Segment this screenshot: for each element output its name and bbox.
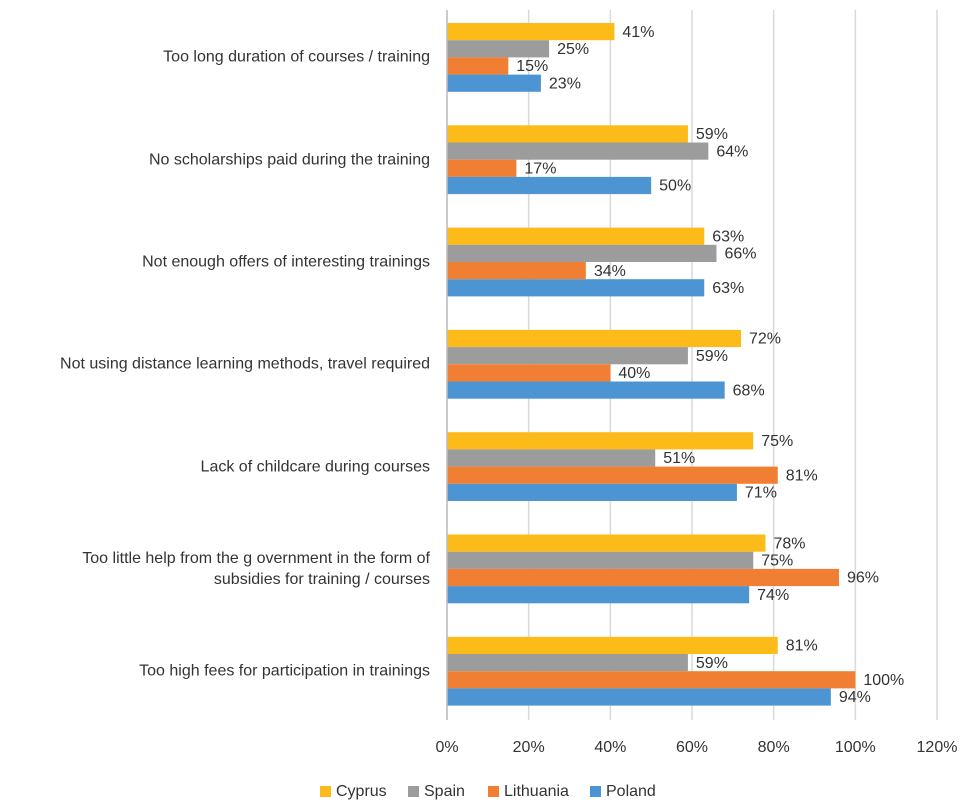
data-label: 59% bbox=[696, 348, 728, 365]
data-label: 81% bbox=[786, 467, 818, 484]
legend-label: Cyprus bbox=[336, 783, 387, 800]
data-label: 63% bbox=[712, 228, 744, 245]
data-label: 59% bbox=[696, 126, 728, 143]
legend-swatch bbox=[590, 786, 601, 797]
bar bbox=[447, 142, 709, 160]
bar bbox=[447, 40, 550, 58]
bar bbox=[447, 654, 688, 672]
y-tick-label: Not enough offers of interesting trainin… bbox=[142, 253, 430, 271]
data-label: 96% bbox=[847, 570, 879, 587]
legend-label: Lithuania bbox=[504, 783, 569, 800]
data-label: 81% bbox=[786, 638, 818, 655]
bar bbox=[447, 671, 856, 689]
data-label: 40% bbox=[618, 365, 650, 382]
bar bbox=[447, 449, 656, 467]
bar bbox=[447, 551, 754, 569]
data-label: 34% bbox=[594, 263, 626, 280]
x-tick-label: 80% bbox=[758, 739, 790, 756]
bar bbox=[447, 586, 750, 604]
bar bbox=[447, 534, 766, 552]
bar bbox=[447, 57, 509, 75]
data-label: 74% bbox=[757, 587, 789, 604]
data-label: 15% bbox=[516, 58, 548, 75]
legend-swatch bbox=[320, 786, 331, 797]
data-label: 63% bbox=[712, 280, 744, 297]
bar bbox=[447, 432, 754, 450]
data-label: 51% bbox=[663, 450, 695, 467]
y-tick-label: No scholarships paid during the training bbox=[148, 151, 430, 169]
data-label: 78% bbox=[774, 535, 806, 552]
data-label: 64% bbox=[716, 143, 748, 160]
bar bbox=[447, 636, 778, 654]
y-tick-label: Too little help from the g overnment in … bbox=[82, 549, 430, 588]
data-label: 59% bbox=[696, 655, 728, 672]
bar bbox=[447, 262, 586, 280]
x-tick-label: 100% bbox=[835, 739, 876, 756]
data-label: 100% bbox=[863, 672, 904, 689]
legend-swatch bbox=[488, 786, 499, 797]
data-label: 41% bbox=[622, 24, 654, 41]
bar bbox=[447, 176, 652, 195]
bar bbox=[447, 347, 688, 365]
x-tick-label: 120% bbox=[917, 739, 958, 756]
data-label: 71% bbox=[745, 485, 777, 502]
y-tick-label: Not using distance learning methods, tra… bbox=[60, 355, 430, 373]
data-label: 66% bbox=[725, 246, 757, 263]
x-tick-label: 40% bbox=[594, 739, 626, 756]
data-label: 94% bbox=[839, 689, 871, 706]
data-label: 23% bbox=[549, 75, 581, 92]
bar bbox=[447, 568, 839, 587]
bar bbox=[447, 483, 737, 501]
bar bbox=[447, 23, 615, 41]
bar bbox=[447, 159, 517, 177]
bar bbox=[447, 466, 778, 484]
x-tick-label: 0% bbox=[435, 739, 458, 756]
bar bbox=[447, 74, 541, 92]
data-label: 25% bbox=[557, 41, 589, 58]
y-tick-label: Lack of childcare during courses bbox=[200, 458, 430, 476]
bar bbox=[447, 279, 705, 297]
legend-label: Poland bbox=[606, 783, 656, 800]
bar bbox=[447, 244, 717, 262]
data-label: 72% bbox=[749, 331, 781, 348]
x-tick-label: 20% bbox=[513, 739, 545, 756]
data-label: 17% bbox=[524, 161, 556, 178]
legend-label: Spain bbox=[424, 783, 465, 800]
bar bbox=[447, 688, 831, 706]
bar bbox=[447, 329, 741, 348]
bar bbox=[447, 381, 725, 399]
bar bbox=[447, 125, 688, 143]
data-label: 75% bbox=[761, 433, 793, 450]
bar bbox=[447, 227, 705, 245]
y-tick-label: Too high fees for participation in train… bbox=[139, 662, 430, 680]
data-label: 68% bbox=[733, 382, 765, 399]
x-tick-label: 60% bbox=[676, 739, 708, 756]
data-label: 75% bbox=[761, 553, 793, 570]
y-tick-label: Too long duration of courses / training bbox=[163, 48, 430, 66]
legend-swatch bbox=[408, 786, 419, 797]
data-label: 50% bbox=[659, 178, 691, 195]
bar bbox=[447, 364, 611, 382]
